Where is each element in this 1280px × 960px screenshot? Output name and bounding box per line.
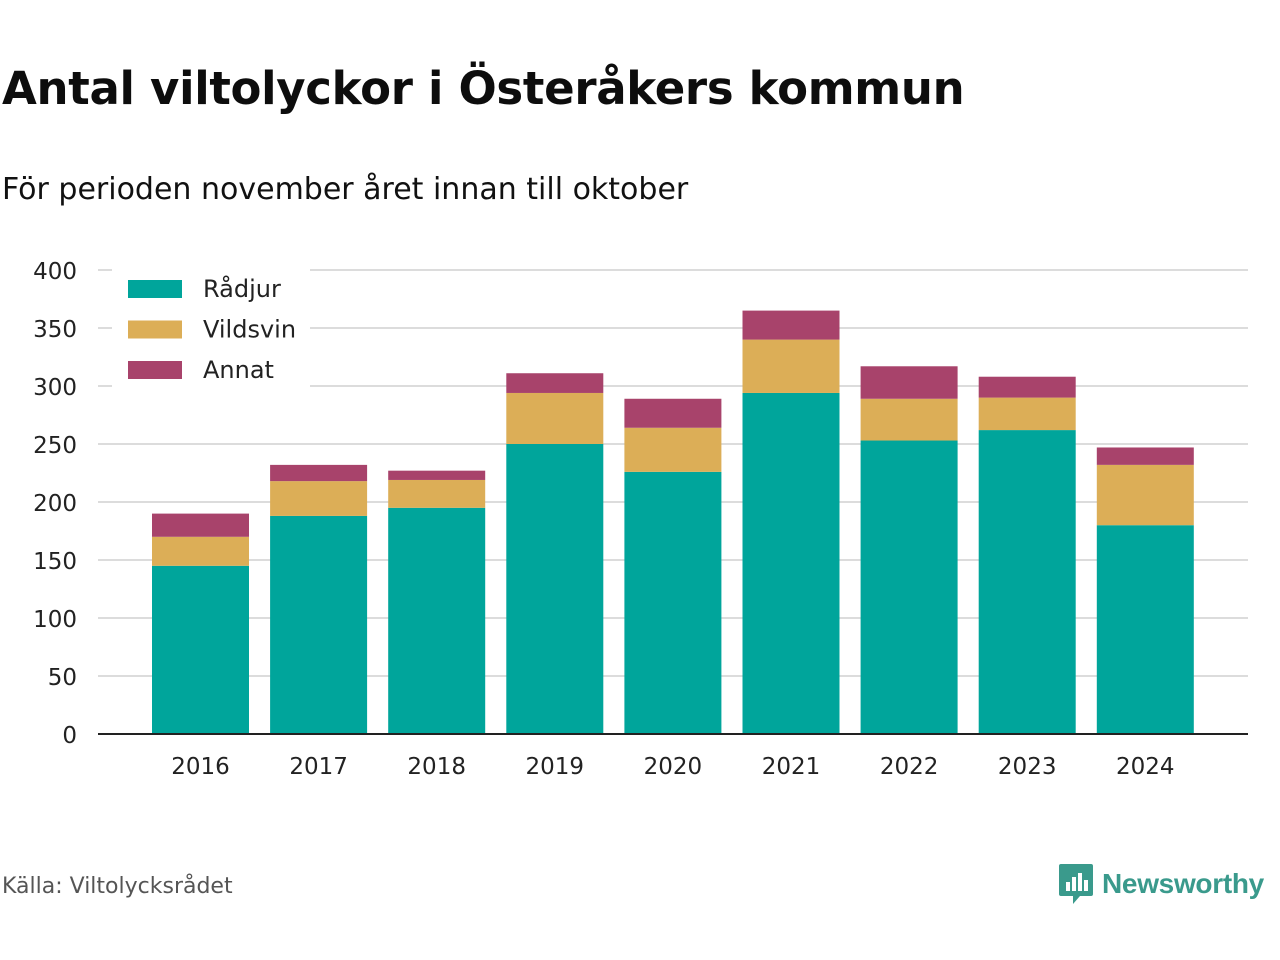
bar-annat-2020 — [624, 398, 722, 428]
bar-vildsvin-2022 — [860, 398, 958, 441]
chart-title: Antal viltolyckor i Österåkers kommun — [2, 62, 965, 115]
legend: Rådjur Vildsvin Annat — [112, 268, 310, 388]
y-tick-label: 350 — [33, 317, 77, 343]
newsworthy-logo: Newsworthy — [1058, 862, 1264, 906]
bar-rådjur-2024 — [1096, 525, 1194, 734]
y-tick-labels: 0 50 100 150 200 250 300 350 400 — [33, 259, 77, 749]
bar-vildsvin-2023 — [978, 397, 1076, 431]
bar-vildsvin-2021 — [742, 339, 840, 393]
bar-vildsvin-2017 — [270, 481, 368, 516]
bar-vildsvin-2024 — [1096, 464, 1194, 526]
x-tick-label: 2023 — [998, 754, 1057, 780]
legend-label-vildsvin: Vildsvin — [203, 316, 296, 344]
bar-rådjur-2016 — [152, 565, 249, 734]
legend-swatch-rådjur — [128, 280, 182, 298]
x-tick-label: 2019 — [526, 754, 585, 780]
bar-annat-2019 — [506, 373, 604, 393]
y-tick-label: 150 — [33, 549, 77, 575]
bar-annat-2021 — [742, 310, 840, 340]
legend-label-rådjur: Rådjur — [203, 274, 281, 303]
source-note: Källa: Viltolycksrådet — [2, 874, 233, 899]
bar-rådjur-2023 — [978, 430, 1076, 734]
bar-rådjur-2020 — [624, 471, 722, 734]
y-tick-label: 200 — [33, 491, 77, 517]
bar-vildsvin-2016 — [152, 536, 249, 566]
x-tick-label: 2021 — [762, 754, 821, 780]
x-tick-labels: 2016 2017 2018 2019 2020 2021 2022 2023 2024 — [171, 754, 1174, 780]
legend-swatch-annat — [128, 361, 182, 379]
x-tick-label: 2018 — [407, 754, 466, 780]
bar-annat-2023 — [978, 376, 1076, 398]
bar-rådjur-2019 — [506, 444, 604, 734]
y-tick-label: 300 — [33, 375, 77, 401]
chart-subtitle: För perioden november året innan till ok… — [2, 172, 689, 207]
legend-swatch-vildsvin — [128, 320, 182, 339]
bar-vildsvin-2018 — [388, 479, 486, 508]
newsworthy-logo-icon — [1059, 864, 1093, 904]
bar-annat-2017 — [270, 464, 368, 482]
bar-annat-2022 — [860, 366, 958, 399]
y-tick-label: 250 — [33, 433, 77, 459]
x-tick-label: 2024 — [1116, 754, 1175, 780]
bar-rådjur-2021 — [742, 392, 840, 734]
legend-label-annat: Annat — [203, 356, 274, 384]
brand-name: Newsworthy — [1102, 868, 1264, 899]
bar-annat-2024 — [1096, 447, 1194, 465]
x-tick-label: 2017 — [289, 754, 348, 780]
x-tick-label: 2020 — [644, 754, 703, 780]
bar-annat-2018 — [388, 470, 486, 480]
bar-vildsvin-2020 — [624, 427, 722, 472]
y-tick-label: 100 — [33, 607, 77, 633]
bar-annat-2016 — [152, 513, 249, 537]
x-tick-label: 2016 — [171, 754, 230, 780]
y-tick-label: 50 — [48, 665, 77, 691]
bar-rådjur-2018 — [388, 507, 486, 734]
bar-rådjur-2017 — [270, 515, 368, 734]
bar-vildsvin-2019 — [506, 392, 604, 444]
y-tick-label: 0 — [62, 723, 77, 749]
bar-rådjur-2022 — [860, 440, 958, 734]
y-tick-label: 400 — [33, 259, 77, 285]
bars — [152, 310, 1194, 734]
x-tick-label: 2022 — [880, 754, 939, 780]
